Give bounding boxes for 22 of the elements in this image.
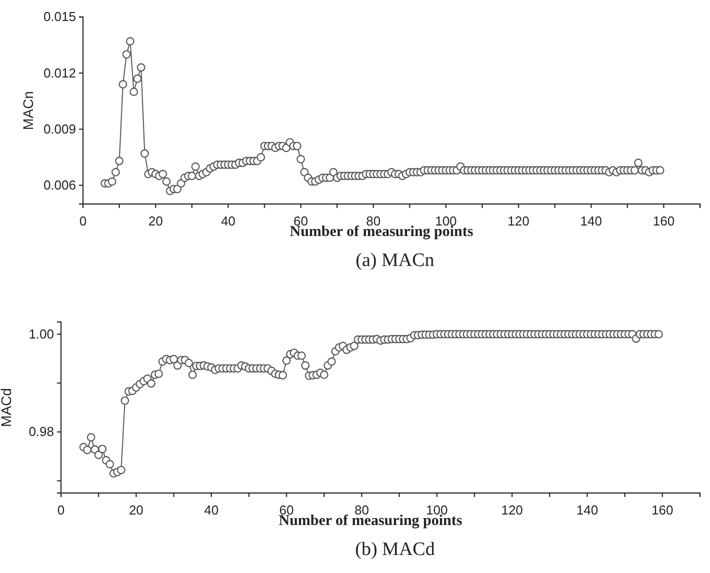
y-tick-label: 0.009	[43, 121, 76, 136]
x-tick-label: 140	[576, 502, 598, 518]
x-tick-label: 0	[79, 213, 87, 228]
x-tick-label: 20	[128, 502, 144, 518]
y-axis-title: MACn	[20, 91, 36, 130]
y-tick-label: 0.015	[43, 9, 76, 24]
y-tick-label: 1.00	[28, 326, 54, 342]
text: (b) MACd	[355, 539, 436, 560]
x-tick-label: 120	[508, 213, 530, 228]
text: (a) MACn	[356, 250, 435, 271]
x-tick-label: 140	[580, 213, 602, 228]
y-axis-title: MACd	[0, 388, 14, 427]
y-tick-label: 0.006	[43, 177, 76, 192]
x-tick-label: 40	[204, 502, 219, 518]
x-tick-label: 160	[652, 213, 675, 228]
x-tick-label: 160	[652, 502, 674, 518]
x-tick-label: 40	[220, 213, 236, 228]
x-tick-label: 0	[57, 502, 65, 518]
y-tick-label: 0.98	[28, 424, 54, 440]
y-tick-label: 0.012	[43, 65, 76, 80]
x-tick-label: 20	[148, 213, 163, 228]
x-tick-label: 120	[501, 502, 523, 518]
